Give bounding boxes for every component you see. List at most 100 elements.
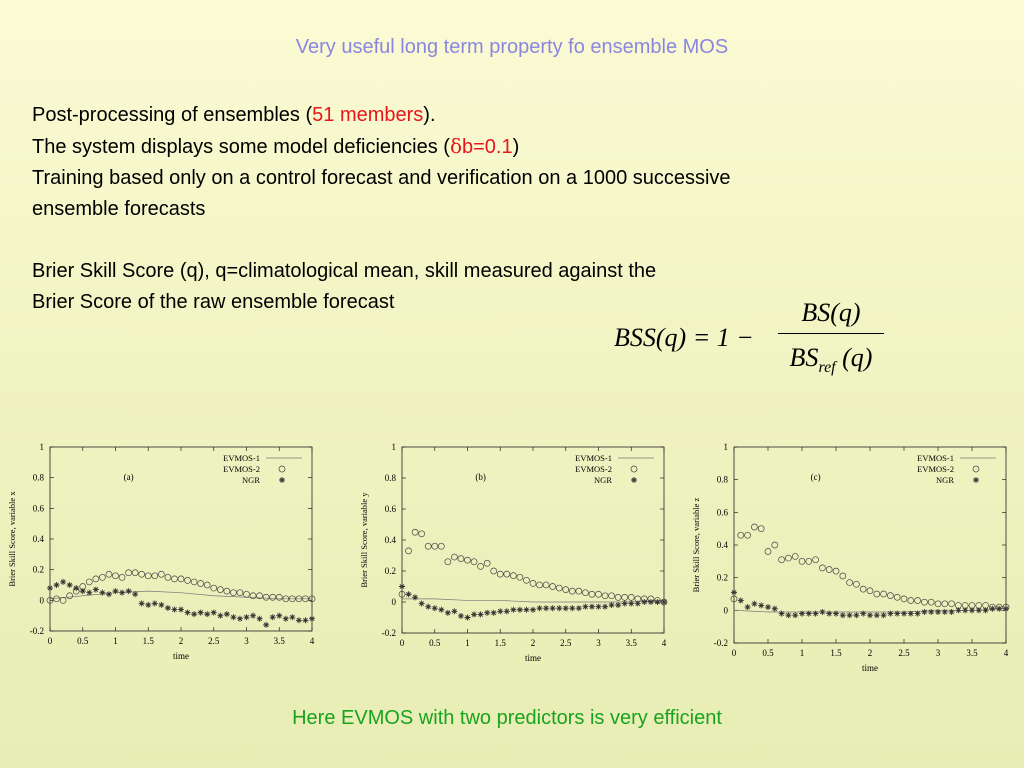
data-point xyxy=(792,612,799,619)
x-tick-label: 3.5 xyxy=(966,648,978,658)
x-tick-label: 0.5 xyxy=(429,638,441,648)
data-point xyxy=(654,599,661,605)
data-point xyxy=(839,572,847,580)
data-point xyxy=(444,609,451,616)
data-point xyxy=(873,612,880,619)
data-point xyxy=(634,600,641,607)
fraction-bar xyxy=(778,333,884,334)
data-point xyxy=(256,615,263,622)
data-point xyxy=(289,595,296,603)
panel-label: (c) xyxy=(811,472,821,482)
slide-title: Very useful long term property fo ensemb… xyxy=(295,36,729,58)
data-point xyxy=(757,525,765,533)
data-point xyxy=(191,611,198,618)
data-point xyxy=(621,600,628,607)
data-point xyxy=(302,617,309,624)
denominator-main: BS xyxy=(789,343,819,372)
data-point xyxy=(405,591,412,598)
data-point xyxy=(484,609,491,616)
data-point xyxy=(437,542,445,550)
x-tick-label: 1 xyxy=(465,638,470,648)
data-point xyxy=(962,607,969,614)
data-point xyxy=(477,563,484,570)
plot-panel-c: -0.2 0 0.2 0.4 0.6 0.8 1 0 0.5 1 1.5 2 2.5 3 3.5 4 time B… xyxy=(686,437,1014,677)
x-axis-label: time xyxy=(862,663,878,673)
series-ngr xyxy=(47,578,315,628)
legend-swatch xyxy=(973,477,979,483)
formula-lhs: BSS(q) = 1 − xyxy=(614,323,754,352)
data-point xyxy=(112,588,119,595)
data-point xyxy=(256,592,263,600)
y-tick-label: -0.2 xyxy=(30,626,44,636)
data-point xyxy=(555,584,563,592)
data-point xyxy=(151,600,158,607)
data-point xyxy=(438,606,445,613)
data-point xyxy=(249,592,257,600)
data-point xyxy=(516,573,524,581)
data-point xyxy=(411,528,419,536)
body-line-members: Post-processing of ensembles (51 members… xyxy=(32,100,992,131)
y-tick-label: 0.2 xyxy=(385,566,396,576)
body-text-span: The system displays some model deficienc… xyxy=(32,136,450,158)
data-point xyxy=(778,610,785,617)
body-text-span: ) xyxy=(512,136,520,158)
data-point xyxy=(282,615,289,622)
x-tick-label: 3 xyxy=(596,638,601,648)
data-point xyxy=(859,585,867,593)
data-point xyxy=(529,580,537,587)
data-point xyxy=(934,600,942,608)
data-point xyxy=(785,554,792,562)
data-point xyxy=(887,592,894,599)
body-text-span: ). xyxy=(423,104,436,126)
data-point xyxy=(880,612,887,619)
data-point xyxy=(99,589,106,596)
data-point xyxy=(982,607,989,614)
body-line-ensemble: ensemble forecasts xyxy=(32,198,206,220)
data-point xyxy=(510,572,517,579)
series-evmos-1 xyxy=(402,598,665,603)
data-point xyxy=(846,579,853,586)
data-point xyxy=(262,593,270,601)
data-point xyxy=(935,608,941,615)
data-point xyxy=(210,609,217,616)
slide-body: Post-processing of ensembles (51 members… xyxy=(32,100,992,318)
data-point xyxy=(549,605,556,612)
data-point xyxy=(230,589,237,597)
data-point xyxy=(144,572,152,580)
data-point xyxy=(171,606,178,613)
data-point xyxy=(523,606,530,613)
data-point xyxy=(405,547,412,555)
data-point xyxy=(158,601,165,608)
data-point xyxy=(588,590,596,598)
data-point xyxy=(928,608,935,615)
data-point xyxy=(819,608,826,615)
data-point xyxy=(451,553,458,561)
data-point xyxy=(132,591,139,598)
data-point xyxy=(914,610,921,617)
y-tick-label: 0.6 xyxy=(33,503,45,513)
data-point xyxy=(125,588,132,595)
data-point xyxy=(171,575,178,583)
bss-formula: BSS(q) = 1 − BS(q) BSref (q) xyxy=(612,295,912,385)
data-point xyxy=(269,593,277,601)
y-axis-label: Brier Skill Score, variable y xyxy=(359,492,369,588)
chart-c: -0.2 0 0.2 0.4 0.6 0.8 1 0 0.5 1 1.5 2 2.5 3 3.5 4 time B… xyxy=(691,442,1010,673)
x-tick-label: 1.5 xyxy=(830,648,842,658)
data-point xyxy=(530,606,536,613)
legend-label: EVMOS-1 xyxy=(223,453,260,463)
data-point xyxy=(860,610,867,617)
data-point xyxy=(418,530,426,538)
legend-label: EVMOS-2 xyxy=(575,464,612,474)
data-point xyxy=(470,558,478,566)
data-point xyxy=(832,567,840,575)
data-point xyxy=(778,556,785,564)
data-point xyxy=(955,607,962,614)
chart-b: -0.2 0 0.2 0.4 0.6 0.8 1 0 0.5 1 1.5 2 2.5 3 3.5 4 time B… xyxy=(359,442,668,663)
data-point xyxy=(799,610,805,617)
data-point xyxy=(615,602,622,609)
y-tick-label: -0.2 xyxy=(714,638,728,648)
data-point xyxy=(819,564,826,572)
data-point xyxy=(53,595,60,603)
body-line-brier: Brier Score of the raw ensemble forecast xyxy=(32,291,395,313)
data-point xyxy=(921,608,928,615)
